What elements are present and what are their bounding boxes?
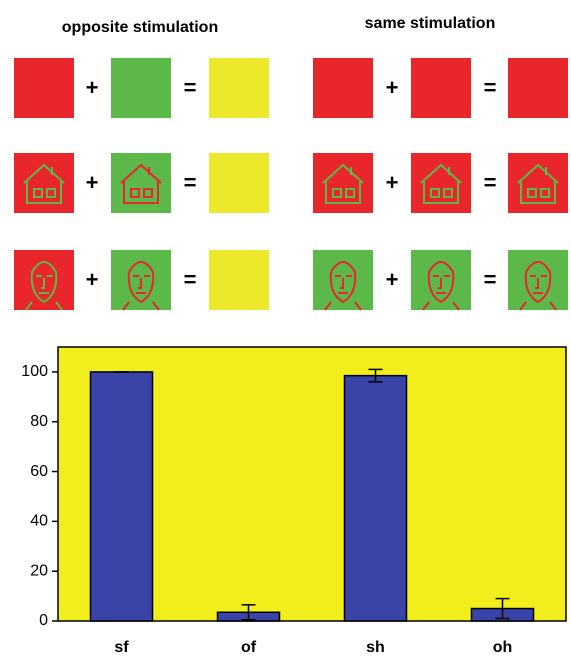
y-tick-label: 0: [39, 612, 48, 629]
plus-sign: +: [386, 170, 399, 195]
stimulus-tile: [209, 153, 269, 213]
y-tick-label: 40: [30, 513, 48, 530]
y-tick-label: 20: [30, 562, 48, 579]
x-tick-label: of: [241, 639, 257, 656]
y-tick-label: 60: [30, 463, 48, 480]
face-outline: [519, 261, 557, 311]
y-tick-label: 100: [21, 363, 48, 380]
house-outline: [517, 163, 559, 204]
equals-sign: =: [484, 75, 497, 100]
house-outline: [23, 163, 65, 204]
equals-sign: =: [184, 170, 197, 195]
panel-title: opposite stimulation: [62, 19, 218, 36]
face-outline: [324, 261, 362, 311]
plus-sign: +: [86, 75, 99, 100]
stimulus-tile: [411, 58, 471, 118]
house-outline: [322, 163, 364, 204]
stimulus-tile: [111, 58, 171, 118]
house-outline: [120, 163, 162, 204]
plus-sign: +: [386, 267, 399, 292]
bar: [89, 371, 154, 622]
equals-sign: =: [484, 267, 497, 292]
face-outline: [25, 261, 63, 311]
stimulus-grid: + = + = + = + = + = + =: [14, 58, 568, 311]
error-bar: [241, 604, 256, 621]
stimulus-tile: [209, 58, 269, 118]
bar: [343, 374, 408, 622]
face-outline: [422, 261, 460, 311]
error-bar: [368, 368, 383, 383]
plus-sign: +: [386, 75, 399, 100]
x-tick-label: sf: [114, 639, 129, 656]
x-tick-label: sh: [366, 639, 385, 656]
error-bar: [495, 597, 510, 620]
stimulus-tile: [14, 58, 74, 118]
plus-sign: +: [86, 267, 99, 292]
panel-title: same stimulation: [365, 15, 496, 32]
chart: 0 20 40 60 80 100 sf of sh oh: [21, 346, 567, 656]
equals-sign: =: [184, 267, 197, 292]
house-outline: [420, 163, 462, 204]
stimulus-tile: [508, 58, 568, 118]
stimulus-tile: [313, 58, 373, 118]
equals-sign: =: [484, 170, 497, 195]
x-tick-label: oh: [493, 639, 513, 656]
equals-sign: =: [184, 75, 197, 100]
face-outline: [122, 261, 160, 311]
plus-sign: +: [86, 170, 99, 195]
y-tick-label: 80: [30, 413, 48, 430]
stimulus-tile: [209, 250, 269, 310]
